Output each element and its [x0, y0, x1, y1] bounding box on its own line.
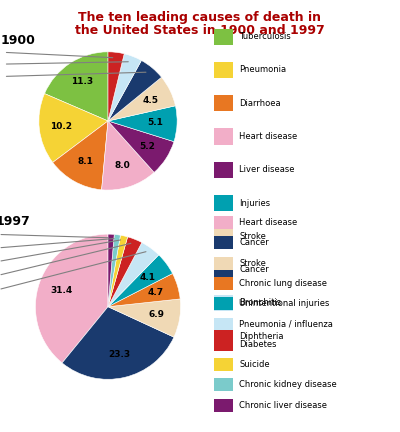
Wedge shape: [108, 52, 124, 121]
Wedge shape: [53, 121, 108, 190]
Text: Suicide: Suicide: [239, 360, 270, 369]
Wedge shape: [108, 273, 180, 307]
Text: 4.5: 4.5: [142, 96, 158, 105]
Text: Chronic kidney disease: Chronic kidney disease: [239, 381, 337, 389]
Text: 1900: 1900: [1, 34, 36, 47]
Text: 1.3: 1.3: [0, 240, 120, 268]
Wedge shape: [108, 60, 162, 121]
Text: Chronic lung disease: Chronic lung disease: [239, 279, 327, 288]
Text: 5.1: 5.1: [147, 118, 163, 127]
Text: 4.7: 4.7: [147, 288, 163, 297]
Text: 23.3: 23.3: [108, 350, 130, 359]
Wedge shape: [39, 94, 108, 162]
Text: Stroke: Stroke: [239, 259, 266, 267]
Wedge shape: [108, 299, 180, 337]
Wedge shape: [62, 307, 174, 379]
Text: Chronic liver disease: Chronic liver disease: [239, 401, 327, 410]
Text: 3.7: 3.7: [0, 72, 146, 81]
Text: Cancer: Cancer: [239, 238, 269, 247]
Text: 8.1: 8.1: [77, 158, 93, 166]
Text: 2.6: 2.6: [0, 60, 128, 69]
Wedge shape: [108, 255, 172, 307]
Text: Tuberculosis: Tuberculosis: [239, 32, 291, 41]
Text: 4.1: 4.1: [140, 273, 156, 282]
Text: 1997: 1997: [0, 216, 30, 229]
Wedge shape: [108, 235, 120, 307]
Wedge shape: [108, 234, 114, 307]
Text: 11.3: 11.3: [71, 77, 93, 86]
Text: 1.1: 1.1: [0, 238, 114, 253]
Wedge shape: [108, 77, 176, 121]
Wedge shape: [44, 52, 108, 121]
Text: Bronchitis: Bronchitis: [239, 299, 281, 307]
Wedge shape: [108, 235, 128, 307]
Wedge shape: [36, 234, 108, 363]
Wedge shape: [108, 106, 177, 142]
Wedge shape: [108, 121, 174, 172]
Wedge shape: [108, 54, 142, 121]
Text: 1.1: 1.1: [0, 230, 108, 238]
Text: 2.3: 2.3: [0, 48, 113, 58]
Text: Stroke: Stroke: [239, 232, 266, 241]
Wedge shape: [108, 237, 142, 307]
Text: 5.2: 5.2: [140, 142, 156, 151]
Text: 6.9: 6.9: [149, 310, 165, 319]
Text: 31.4: 31.4: [50, 286, 73, 295]
Text: The ten leading causes of death in: The ten leading causes of death in: [78, 11, 322, 24]
Wedge shape: [108, 242, 159, 307]
Text: Unintentional injuries: Unintentional injuries: [239, 299, 330, 308]
Text: Heart disease: Heart disease: [239, 132, 298, 141]
Text: Pneumonia / influenza: Pneumonia / influenza: [239, 320, 333, 328]
Text: 10.2: 10.2: [50, 122, 72, 131]
Text: the United States in 1900 and 1997: the United States in 1900 and 1997: [75, 24, 325, 37]
Text: Diarrhoea: Diarrhoea: [239, 99, 281, 108]
Text: Heart disease: Heart disease: [239, 218, 298, 227]
Text: 2.7: 2.7: [0, 243, 131, 282]
Text: Diphtheria: Diphtheria: [239, 332, 284, 340]
Text: 8.0: 8.0: [115, 161, 131, 170]
Text: Injuries: Injuries: [239, 199, 270, 207]
Text: Pneumonia: Pneumonia: [239, 66, 286, 74]
Wedge shape: [102, 121, 154, 190]
Text: 3.7: 3.7: [0, 252, 146, 297]
Text: Diabetes: Diabetes: [239, 340, 277, 349]
Text: Cancer: Cancer: [239, 265, 269, 274]
Text: Liver disease: Liver disease: [239, 165, 295, 174]
